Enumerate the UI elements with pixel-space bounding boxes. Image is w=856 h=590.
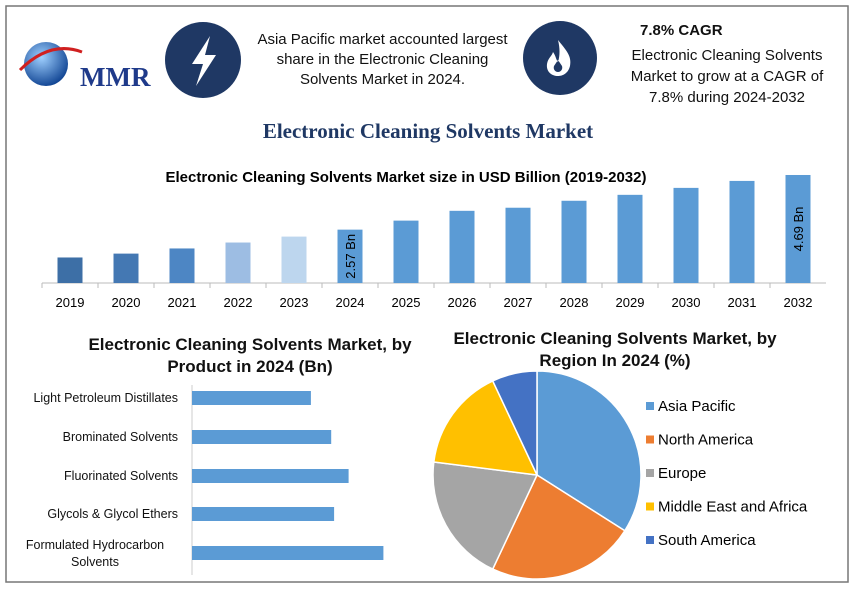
x-tick-label: 2030 (672, 295, 701, 310)
bar (192, 430, 332, 444)
legend-label: Europe (658, 465, 706, 482)
x-tick-label: 2021 (168, 295, 197, 310)
bar (729, 180, 755, 283)
bar (617, 194, 643, 283)
cagr-text: Electronic Cleaning Solvents Market to g… (630, 47, 824, 106)
x-tick-label: 2023 (280, 295, 309, 310)
bar (57, 257, 83, 283)
x-tick-label: 2019 (56, 295, 85, 310)
x-tick-label: 2027 (504, 295, 533, 310)
flame-icon (546, 40, 571, 76)
legend-swatch (646, 536, 654, 544)
logo-globe (24, 42, 68, 86)
bar (393, 220, 419, 283)
legend-label: South America (658, 532, 756, 549)
y-tick-label: Brominated Solvents (62, 430, 178, 444)
x-tick-label: 2022 (224, 295, 253, 310)
x-tick-label: 2025 (392, 295, 421, 310)
bolt-icon (192, 36, 216, 86)
legend-label: Asia Pacific (658, 398, 736, 415)
x-tick-label: 2032 (784, 295, 813, 310)
bar (169, 248, 195, 283)
bar (673, 187, 699, 283)
pie-slice (432, 461, 539, 571)
bar (505, 207, 531, 283)
bar (281, 236, 307, 283)
x-tick-label: 2024 (336, 295, 365, 310)
pie-slice (491, 473, 626, 580)
bar (192, 546, 384, 560)
pie-slice (432, 379, 539, 476)
chart-title: Electronic Cleaning Solvents Market, by … (88, 335, 412, 376)
x-tick-label: 2026 (448, 295, 477, 310)
frame (5, 5, 849, 583)
legend-swatch (646, 435, 654, 444)
bar (192, 507, 335, 521)
x-tick-label: 2029 (616, 295, 645, 310)
x-tick-label: 2031 (728, 295, 757, 310)
bar (449, 210, 475, 283)
bar (113, 253, 139, 283)
legend-label: Middle East and Africa (658, 499, 808, 516)
y-tick-label: Light Petroleum Distillates (33, 391, 178, 405)
cagr-title: 7.8% CAGR (640, 22, 723, 39)
x-tick-label: 2020 (112, 295, 141, 310)
bar (192, 391, 311, 405)
pie-slice (491, 370, 538, 476)
legend-swatch (646, 402, 654, 410)
x-tick-label: 2028 (560, 295, 589, 310)
bar (225, 242, 251, 283)
bar (785, 174, 811, 283)
chart-title: Electronic Cleaning Solvents Market, by … (453, 329, 777, 370)
legend-label: North America (658, 432, 754, 449)
page-title: Electronic Cleaning Solvents Market (263, 119, 593, 143)
data-label: 2.57 Bn (343, 234, 358, 279)
bar (192, 469, 349, 483)
data-label: 4.69 Bn (791, 207, 806, 252)
y-tick-label: Glycols & Glycol Ethers (47, 507, 178, 521)
logo-swoosh (18, 47, 83, 72)
logo-text: MMR (80, 62, 151, 92)
y-tick-label: Fluorinated Solvents (64, 469, 178, 483)
y-tick-label: Formulated Hydrocarbon Solvents (25, 538, 165, 569)
chart-title: Electronic Cleaning Solvents Market size… (166, 169, 647, 186)
bar (337, 229, 363, 283)
legend-swatch (646, 469, 654, 477)
legend-swatch (646, 502, 654, 511)
bar (561, 200, 587, 283)
highlight-text: Asia Pacific market accounted largest sh… (257, 31, 508, 88)
